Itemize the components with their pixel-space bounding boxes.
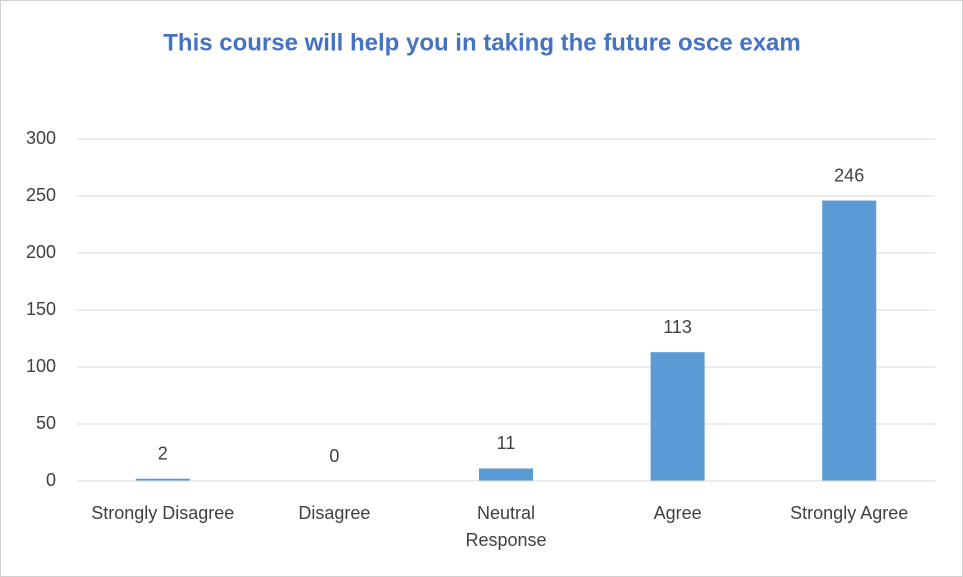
x-tick-label: Agree xyxy=(654,503,702,523)
y-tick-label: 150 xyxy=(26,299,56,319)
y-tick-label: 0 xyxy=(46,470,56,490)
x-tick-label: Neutral Response xyxy=(465,503,546,550)
x-tick-label: Strongly Agree xyxy=(790,503,908,523)
y-tick-label: 300 xyxy=(26,128,56,148)
bar xyxy=(650,352,705,481)
data-label: 0 xyxy=(329,446,339,466)
data-label: 2 xyxy=(158,443,168,463)
data-label: 11 xyxy=(497,433,516,453)
bar xyxy=(135,478,190,481)
y-tick-label: 50 xyxy=(36,413,56,433)
bar xyxy=(479,468,533,481)
chart-title: This course will help you in taking the … xyxy=(163,29,800,56)
bar xyxy=(822,200,877,481)
y-tick-label: 100 xyxy=(26,356,56,376)
y-tick-label: 200 xyxy=(26,242,56,262)
data-label: 246 xyxy=(834,165,864,185)
x-tick-label: Strongly Disagree xyxy=(91,503,234,523)
data-label: 113 xyxy=(663,317,692,337)
x-tick-label: Disagree xyxy=(298,503,370,523)
y-tick-label: 250 xyxy=(26,185,56,205)
